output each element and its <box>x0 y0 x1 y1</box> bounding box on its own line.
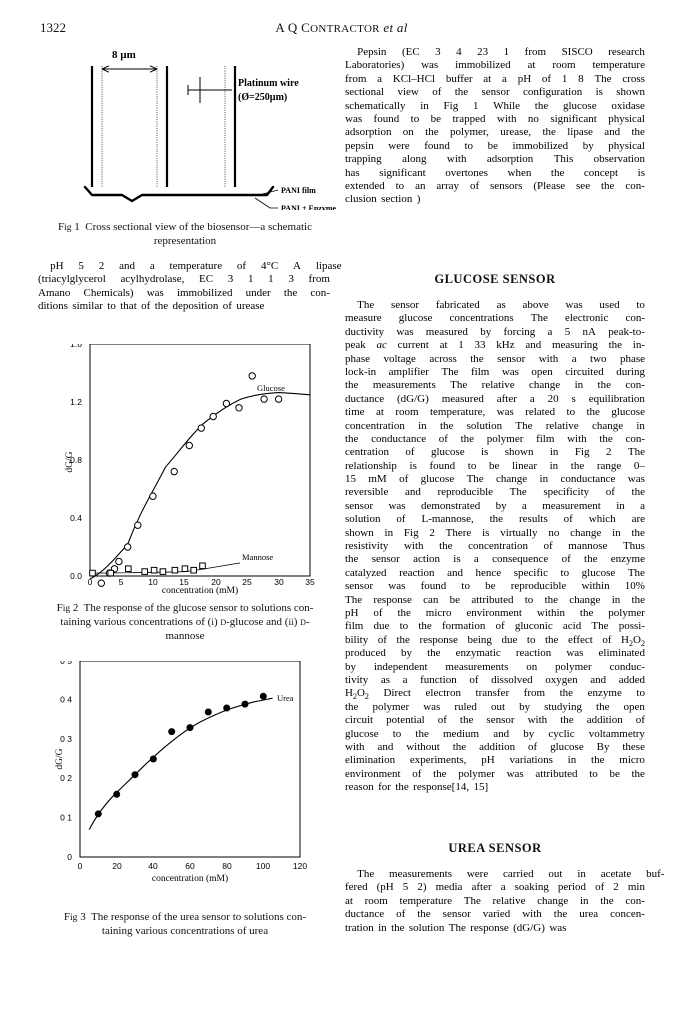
svg-text:1.6: 1.6 <box>70 344 82 349</box>
svg-text:10: 10 <box>148 577 158 587</box>
svg-text:8 µm: 8 µm <box>112 49 136 61</box>
svg-text:35: 35 <box>305 577 315 587</box>
svg-text:25: 25 <box>242 577 252 587</box>
svg-text:20: 20 <box>112 861 122 871</box>
svg-text:0 2: 0 2 <box>60 773 72 783</box>
svg-text:0.0: 0.0 <box>70 571 82 581</box>
svg-text:0: 0 <box>67 852 72 862</box>
svg-text:Urea: Urea <box>277 693 294 703</box>
svg-text:PANI film: PANI film <box>281 186 316 195</box>
svg-text:0.4: 0.4 <box>70 513 82 523</box>
svg-text:0 3: 0 3 <box>60 734 72 744</box>
svg-text:1.2: 1.2 <box>70 397 82 407</box>
svg-text:Platinum wire: Platinum wire <box>238 78 299 89</box>
svg-text:dG/G: dG/G <box>65 451 75 472</box>
svg-text:0 1: 0 1 <box>60 813 72 823</box>
svg-text:(Ø=250µm): (Ø=250µm) <box>238 92 287 103</box>
svg-text:30: 30 <box>274 577 284 587</box>
svg-text:concentration (mM): concentration (mM) <box>162 585 238 596</box>
svg-text:0: 0 <box>78 861 83 871</box>
svg-text:80: 80 <box>222 861 232 871</box>
svg-text:Mannose: Mannose <box>242 552 273 562</box>
svg-text:120: 120 <box>293 861 307 871</box>
svg-text:0 5: 0 5 <box>60 661 72 666</box>
svg-text:PANI + Enzyme: PANI + Enzyme <box>281 204 337 210</box>
svg-text:0 4: 0 4 <box>60 694 72 704</box>
svg-text:100: 100 <box>256 861 270 871</box>
svg-text:concentration (mM): concentration (mM) <box>152 873 228 884</box>
svg-text:Glucose: Glucose <box>257 383 285 393</box>
svg-text:40: 40 <box>148 861 158 871</box>
svg-text:60: 60 <box>185 861 195 871</box>
svg-text:dG/G: dG/G <box>55 748 65 769</box>
svg-text:5: 5 <box>119 577 124 587</box>
